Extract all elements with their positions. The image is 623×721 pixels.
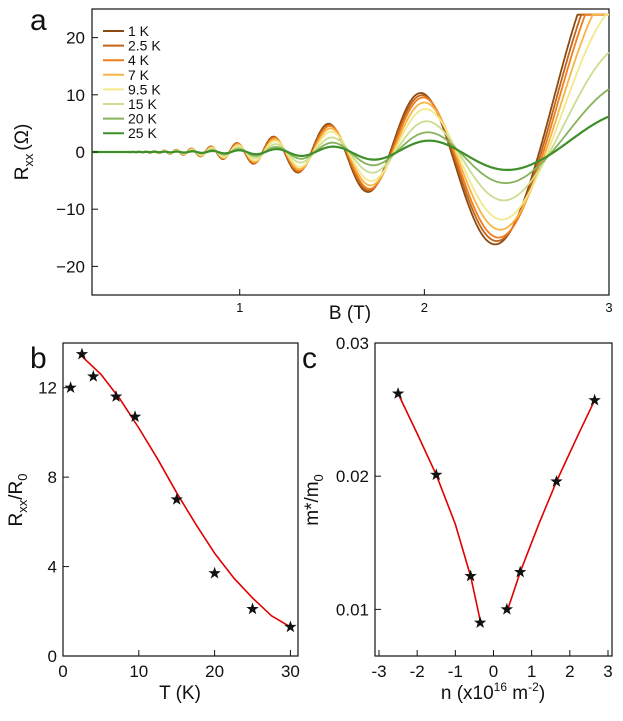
panel-c-xtick-label: 0 [489,662,498,681]
panel-b-chart: 0 10 20 30 0 4 8 12 [38,342,300,681]
panel-c-data-point [550,475,563,487]
panel-a-chart: 1 2 3 −20 −10 0 10 20 1 K2.5 K4 K7 K9.5 K15 K20… [56,8,613,315]
panel-b-ylabel: Rxx/R0 [6,474,30,527]
panel-a-legend-label: 25 K [128,125,157,141]
panel-a-legend-label: 7 K [128,67,150,83]
panel-c-points [391,387,601,628]
panel-c-xtick-label: 3 [603,662,612,681]
panel-a-series-line [92,13,609,242]
panel-b-ytick-label: 8 [48,468,57,487]
panel-a-xlabel: B (T) [329,303,371,324]
panel-a-ytick-label: 0 [76,143,85,162]
panel-a-legend-label: 4 K [128,52,150,68]
panel-a-ylabel: Rxx(Ω) [12,124,36,181]
panel-c-xtick-label: -2 [410,662,425,681]
panel-a-ytick-label: −20 [56,257,85,276]
panel-a-xtick-label: 1 [236,300,243,315]
panel-a-letter: a [30,4,47,37]
panel-b-xtick-label: 10 [129,662,148,681]
panel-a-legend: 1 K2.5 K4 K7 K9.5 K15 K20 K25 K [103,23,161,141]
panel-b-ticks: 0 10 20 30 0 4 8 12 [38,379,300,681]
panel-b-data-point [128,410,142,423]
panel-c-data-point [391,387,405,399]
panel-c-xlabel: n (x1016 m-2) [441,680,545,704]
panel-a-ytick-label: 10 [66,86,85,105]
panel-b-xtick-label: 30 [281,662,300,681]
panel-c-data-point [588,393,601,406]
panel-b-points [64,347,297,633]
panel-b-data-point [64,381,77,393]
panel-a-xtick-label: 2 [421,300,428,315]
panel-c-data-point [514,565,527,578]
panel-c-data-point [473,616,487,628]
panel-c-fit-lines [397,393,596,621]
panel-b-data-point [87,370,100,382]
panel-b-ytick-label: 12 [38,379,57,398]
panel-b-letter: b [30,342,47,375]
panel-a-series-line [92,115,610,171]
panel-c-xtick-label: -3 [371,662,386,681]
panel-b-data-point [109,390,123,402]
panel-a-legend-label: 20 K [128,111,157,127]
panel-b-ytick-label: 0 [48,647,57,666]
panel-c-data-point [464,569,477,582]
panel-b-data-point [170,493,183,505]
panel-b-xtick-label: 20 [205,662,224,681]
panel-c-fit-right [506,399,596,613]
panel-c-ytick-label: 0.03 [336,334,369,353]
panel-c-ticks: -3 -2 -1 0 1 2 3 0.01 0.02 0.03 [336,334,613,681]
panel-c-ytick-label: 0.02 [336,467,369,486]
panel-c-ylabel: m*/m0 [302,474,326,526]
panel-a-legend-label: 15 K [128,96,157,112]
panel-c-data-point [500,602,514,615]
panel-c-xtick-label: 2 [565,662,574,681]
panel-a-ytick-label: −10 [56,200,85,219]
panel-c-letter: c [302,342,317,375]
panel-a-series-line [92,13,609,239]
panel-b-data-point [208,566,221,579]
panel-b-frame [62,342,299,657]
panel-a-series-group [92,13,610,246]
panel-a-legend-label: 1 K [128,23,150,39]
panel-a-xtick-label: 3 [605,300,612,315]
panel-a-ticks: 1 2 3 −20 −10 0 10 20 [56,29,612,315]
panel-b-data-point [246,602,259,615]
panel-c-data-point [430,468,443,481]
panel-a-legend-label: 2.5 K [128,38,161,54]
panel-c-chart: -3 -2 -1 0 1 2 3 0.01 0.02 0.03 [336,334,613,681]
panel-a-series-line [92,13,609,221]
panel-a-series-line [92,13,609,246]
panel-c-xtick-label: -1 [448,662,463,681]
panel-a-series-line [92,88,610,184]
panel-c-xtick-label: 1 [527,662,536,681]
panel-a-series-line [92,13,609,231]
panel-a-legend-label: 9.5 K [128,81,161,97]
panel-b-data-point [284,620,297,633]
panel-c-ytick-label: 0.01 [336,600,369,619]
panel-b-xlabel: T (K) [159,683,201,704]
panel-c-frame [374,342,613,657]
panel-b-xtick-label: 0 [58,662,67,681]
panel-b-data-point [75,347,89,360]
panel-a-ytick-label: 20 [66,29,85,48]
panel-c-fit-left [397,393,481,621]
panel-b-ytick-label: 4 [48,558,57,577]
